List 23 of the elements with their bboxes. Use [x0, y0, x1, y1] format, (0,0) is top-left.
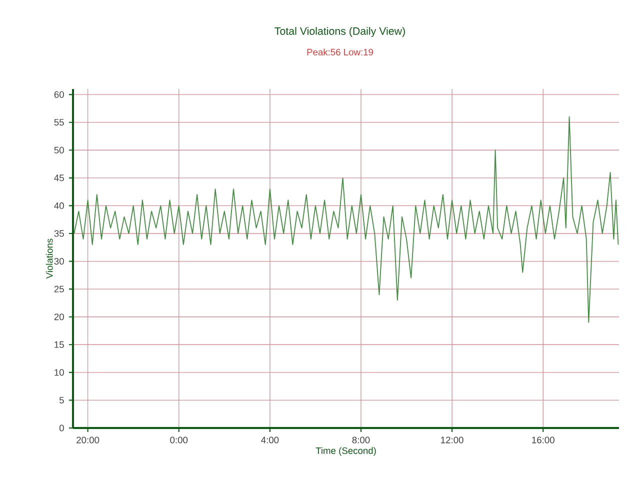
x-axis-title: Time (Second): [316, 447, 376, 456]
y-tick-label: 20: [54, 314, 64, 320]
y-tick-label: 25: [54, 286, 64, 292]
y-tick-label: 15: [54, 341, 64, 348]
chart-title: Total Violations (Daily View): [274, 27, 405, 37]
y-tick-label: 60: [54, 91, 64, 98]
y-tick-label: 55: [54, 119, 64, 126]
x-tick-label: 0:00: [170, 436, 188, 444]
chart-subtitle: Peak:56 Low:19: [307, 48, 374, 56]
y-tick-label: 40: [54, 202, 64, 210]
y-tick-label: 50: [54, 146, 64, 154]
y-tick-label: 10: [54, 369, 64, 376]
x-tick-label: 12:00: [441, 436, 464, 444]
y-tick-label: 30: [54, 258, 64, 265]
y-tick-label: 0: [59, 424, 64, 432]
y-tick-label: 5: [59, 396, 64, 404]
x-tick-label: 8:00: [352, 436, 370, 444]
x-tick-label: 16:00: [532, 436, 554, 444]
y-tick-label: 45: [54, 174, 64, 182]
x-tick-label: 4:00: [261, 436, 279, 444]
y-axis-title: Violations: [46, 238, 53, 279]
x-tick-label: 20:00: [76, 436, 100, 444]
y-tick-label: 35: [54, 230, 64, 237]
